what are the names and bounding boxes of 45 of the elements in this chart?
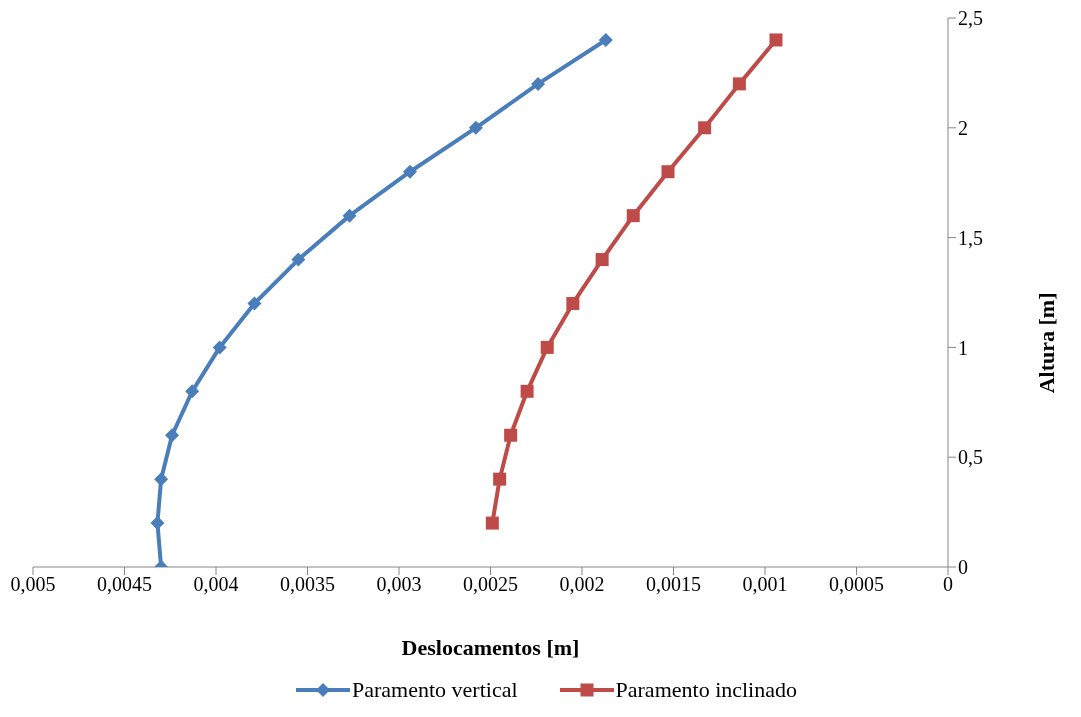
y-tick-label: 1 [958, 336, 968, 359]
x-tick-label: 0,003 [376, 573, 422, 596]
y-tick-label: 0 [958, 556, 968, 579]
point [291, 252, 306, 267]
x-tick-label: 0,001 [742, 573, 788, 596]
legend-label: Paramento inclinado [615, 677, 797, 703]
point [247, 296, 262, 311]
point [540, 340, 554, 354]
point [485, 516, 499, 530]
y-tick-label: 2,5 [958, 7, 983, 30]
point [154, 472, 169, 487]
x-tick-label: 0,0045 [97, 573, 152, 596]
point [520, 384, 534, 398]
y-axis-title: Altura [m] [1033, 292, 1059, 394]
point [769, 33, 783, 47]
point [626, 209, 640, 223]
point [531, 76, 546, 91]
x-tick-label: 0,0005 [829, 573, 884, 596]
x-tick-label: 0,0015 [646, 573, 701, 596]
x-tick-label: 0 [943, 573, 953, 596]
point [598, 32, 613, 47]
point [185, 384, 200, 399]
x-tick-label: 0,002 [559, 573, 605, 596]
y-tick-label: 0,5 [958, 446, 983, 469]
y-tick-label: 2 [958, 116, 968, 139]
point [566, 296, 580, 310]
point [732, 77, 746, 91]
x-tick-label: 0,0025 [463, 573, 518, 596]
point [165, 428, 180, 443]
x-axis-title: Deslocamentos [m] [401, 635, 580, 660]
point [698, 121, 712, 135]
x-tick-label: 0,004 [193, 573, 239, 596]
point [661, 165, 675, 179]
point [595, 253, 609, 267]
point [468, 120, 483, 135]
point [493, 472, 507, 486]
legend-label: Paramento vertical [352, 677, 518, 703]
point [402, 164, 417, 179]
point [212, 340, 227, 355]
point [504, 428, 518, 442]
y-tick-label: 1,5 [958, 226, 983, 249]
x-tick-label: 0,0035 [280, 573, 335, 596]
point [342, 208, 357, 223]
point [150, 516, 165, 531]
x-tick-label: 0,005 [10, 573, 56, 596]
